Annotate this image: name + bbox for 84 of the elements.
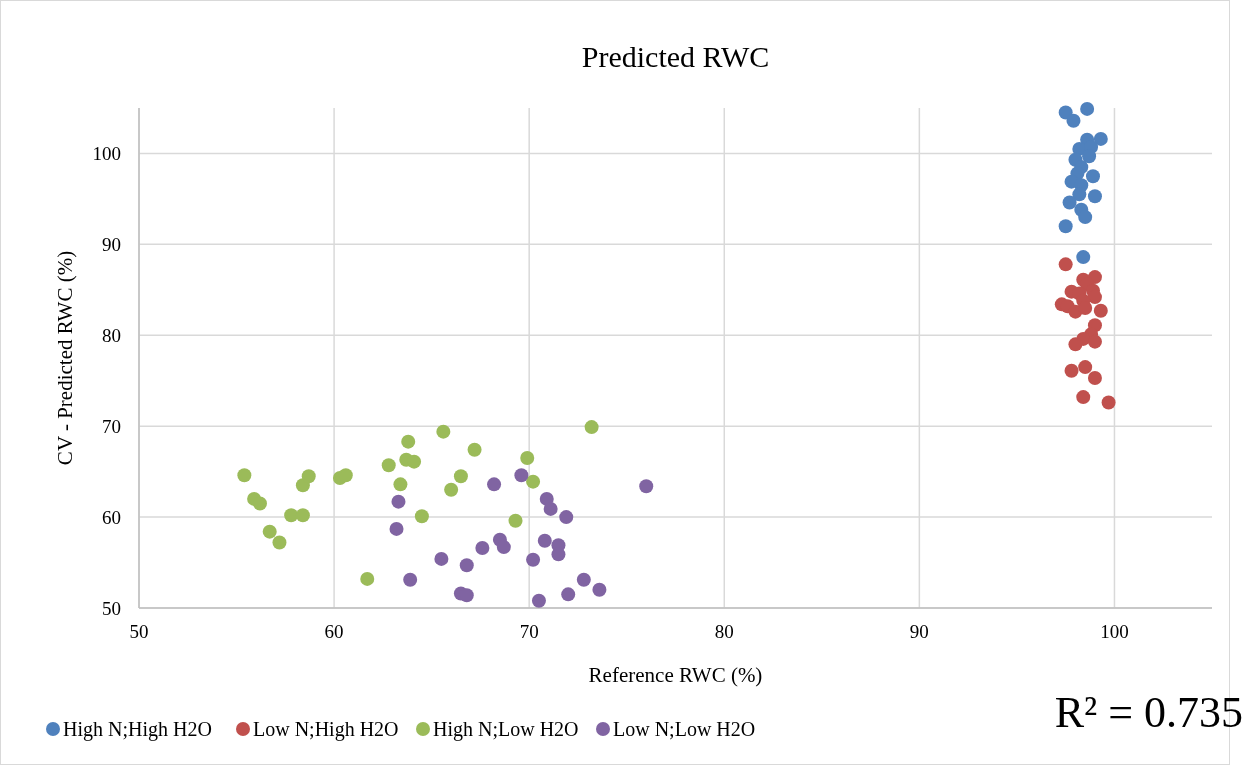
point xyxy=(531,593,546,608)
point xyxy=(1080,101,1095,116)
point xyxy=(592,582,607,597)
point xyxy=(561,587,576,602)
point xyxy=(407,454,422,469)
legend-label: High N;High H2O xyxy=(63,718,212,741)
point xyxy=(301,469,316,484)
point xyxy=(381,458,396,473)
point xyxy=(434,551,449,566)
point xyxy=(459,558,474,573)
text: R² = 0.735 xyxy=(1054,688,1243,737)
legend-label: High N;Low H2O xyxy=(433,718,579,741)
point xyxy=(453,469,468,484)
point xyxy=(1093,303,1108,318)
point xyxy=(338,468,353,483)
point xyxy=(1066,113,1081,128)
y-tick-label: 100 xyxy=(92,143,121,165)
point xyxy=(514,468,529,483)
point xyxy=(414,509,429,524)
point xyxy=(436,424,451,439)
point xyxy=(467,442,482,457)
point xyxy=(537,533,552,548)
x-tick-label: 70 xyxy=(519,621,539,642)
point xyxy=(1093,131,1108,146)
point xyxy=(272,535,287,550)
point xyxy=(526,474,541,489)
point xyxy=(639,479,654,494)
point xyxy=(1085,169,1100,184)
point xyxy=(1087,371,1102,385)
point xyxy=(262,524,277,539)
y-tick-label: 50 xyxy=(102,598,121,619)
point xyxy=(391,494,406,509)
point xyxy=(584,420,599,435)
point xyxy=(1068,337,1083,352)
point xyxy=(252,496,267,511)
y-tick-label: 60 xyxy=(102,507,121,529)
y-tick-label: 90 xyxy=(102,234,121,256)
point xyxy=(1076,250,1091,265)
point xyxy=(237,468,252,483)
x-tick-label: 90 xyxy=(909,621,929,642)
point xyxy=(1062,195,1077,210)
point xyxy=(389,521,404,536)
point xyxy=(1087,334,1102,349)
x-tick-label: 100 xyxy=(1100,621,1129,642)
point xyxy=(403,572,418,587)
point xyxy=(508,513,523,528)
point xyxy=(1078,210,1093,225)
point xyxy=(1058,257,1073,272)
point xyxy=(551,547,566,562)
point xyxy=(475,541,490,555)
point xyxy=(1064,363,1079,378)
point xyxy=(1087,189,1102,204)
point xyxy=(1087,290,1102,305)
point xyxy=(1101,395,1116,410)
point xyxy=(520,451,535,465)
point xyxy=(1058,219,1073,234)
x-tick-label: 50 xyxy=(129,621,149,642)
point xyxy=(576,572,591,587)
y-tick-label: 70 xyxy=(102,416,121,438)
point xyxy=(1078,301,1093,315)
point xyxy=(1072,187,1087,202)
point xyxy=(559,510,574,525)
point xyxy=(401,434,416,449)
x-axis-title: Reference RWC (%) xyxy=(588,663,763,687)
point xyxy=(444,482,459,497)
x-tick-label: 60 xyxy=(324,621,344,642)
point xyxy=(1076,390,1091,405)
point xyxy=(393,477,408,492)
y-axis-title: CV - Predicted RWC (%) xyxy=(53,250,77,466)
legend-label: Low N;Low H2O xyxy=(613,718,756,740)
point xyxy=(295,508,310,523)
point xyxy=(543,501,558,516)
chart-title: Predicted RWC xyxy=(581,40,770,73)
point xyxy=(284,508,299,523)
point xyxy=(1078,360,1093,375)
point xyxy=(496,540,511,555)
point xyxy=(459,588,474,603)
point xyxy=(360,571,375,586)
legend-label: Low N;High H2O xyxy=(253,718,399,741)
x-tick-label: 80 xyxy=(714,621,734,642)
y-tick-label: 80 xyxy=(102,325,121,347)
point xyxy=(526,552,541,567)
point xyxy=(487,477,502,492)
point xyxy=(1082,149,1097,164)
